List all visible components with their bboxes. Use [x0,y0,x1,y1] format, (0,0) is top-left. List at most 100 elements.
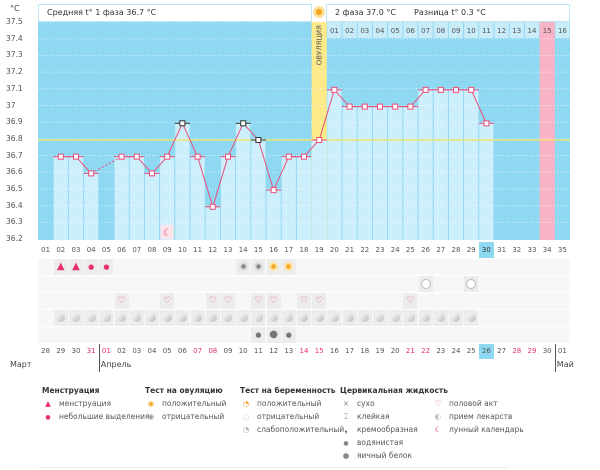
ovulation-negative-icon[interactable] [236,259,251,275]
temperature-point[interactable] [225,153,231,160]
pill-icon[interactable] [342,310,357,326]
heart-icon[interactable]: ♡ [160,293,175,309]
temperature-point[interactable] [164,153,171,160]
heart-icon[interactable]: ♡ [205,293,220,309]
ovulation-negative-icon: ◉ [147,412,155,421]
temperature-point[interactable] [240,120,247,127]
menstruation-heavy-icon[interactable]: ▲ [68,259,84,275]
cycle-day-label: 15 [253,246,263,254]
temperature-bar [144,173,160,240]
temperature-point[interactable] [194,153,201,160]
temperature-bar [236,123,251,240]
pill-icon[interactable] [448,310,464,326]
temperature-point[interactable] [377,103,383,110]
heart-icon[interactable]: ♡ [296,293,312,309]
phase2-summary: 2 фаза 37.0 °C Разница t° 0.3 °C [326,4,570,22]
pill-icon[interactable] [53,310,68,326]
pill-icon[interactable] [296,310,312,326]
calendar-date: 02 [117,347,127,355]
pill-icon[interactable] [312,310,327,326]
temperature-point[interactable] [453,86,459,93]
egg-white-icon[interactable]: ● [266,327,281,343]
heart-icon[interactable]: ♡ [114,293,129,309]
calendar-date: 21 [405,347,415,355]
pill-icon[interactable] [357,310,372,326]
heart-icon[interactable]: ♡ [220,293,236,309]
pill-icon[interactable] [190,310,205,326]
temperature-point[interactable] [331,86,338,93]
temperature-line-segment [212,156,229,207]
temperature-point[interactable] [301,153,307,160]
month-label: Май [556,360,574,369]
ovulation-negative-icon[interactable] [251,259,266,275]
menstruation-light-icon[interactable]: ● [84,259,99,275]
temperature-point[interactable] [270,187,277,194]
heart-icon[interactable]: ♡ [312,293,327,309]
pill-icon[interactable] [175,310,190,326]
temperature-point[interactable] [422,86,429,93]
temperature-point[interactable] [316,137,323,143]
pill-icon[interactable] [327,310,342,326]
watery-icon[interactable]: ● [251,327,266,343]
temperature-point[interactable] [483,120,490,127]
temperature-point[interactable] [285,153,292,160]
temperature-point[interactable] [437,86,444,93]
temperature-point[interactable] [209,203,216,210]
cycle-day-label: 13 [223,246,233,254]
pregnancy-negative-icon[interactable] [464,276,479,292]
temperature-point[interactable] [361,103,368,110]
pill-icon[interactable] [266,310,281,326]
calendar-date: 30 [71,347,81,355]
temperature-point[interactable] [468,86,475,93]
pill-icon[interactable] [144,310,160,326]
temperature-point[interactable] [73,153,79,160]
pill-icon[interactable] [388,310,403,326]
pregnancy-negative-icon[interactable] [418,276,433,292]
temperature-chart[interactable]: 01 02 03 04 05 06 07 08 09 10 11 12 13 14 15 16 ОВУЛЯЦИЯ… [38,22,570,240]
legend-item: × сухо [340,399,375,408]
moon-icon[interactable]: ☾ [163,228,172,239]
pill-icon[interactable] [205,310,220,326]
y-tick-label: 37.5 [6,17,23,26]
legend-divider [38,467,508,468]
temperature-line-segment [197,156,214,207]
temperature-point[interactable] [346,103,353,110]
watery-icon[interactable]: ● [281,327,296,343]
pill-icon[interactable] [251,310,266,326]
pill-icon[interactable] [84,310,99,326]
pill-icon[interactable] [372,310,388,326]
calendar-date: 10 [238,347,248,355]
ovulation-positive-icon[interactable] [281,259,296,275]
top-date-cell [540,22,555,38]
temperature-point[interactable] [407,103,414,110]
temperature-point[interactable] [179,120,186,127]
pill-icon[interactable] [403,310,418,326]
pill-icon[interactable] [418,310,433,326]
temperature-point[interactable] [133,153,140,160]
temperature-point[interactable] [149,170,155,177]
heart-icon[interactable]: ♡ [403,293,418,309]
pill-icon[interactable] [433,310,448,326]
menstruation-light-icon[interactable]: ● [99,259,114,275]
temperature-bar [53,156,68,240]
pill-icon[interactable] [281,310,296,326]
ovulation-positive-icon[interactable] [266,259,281,275]
temperature-point[interactable] [392,103,399,110]
temperature-point[interactable] [57,153,64,160]
pill-icon[interactable] [220,310,236,326]
pill-icon[interactable] [68,310,84,326]
pill-icon[interactable] [114,310,129,326]
legend-item-label: менструация [59,399,111,408]
temperature-point[interactable] [255,137,262,143]
temperature-point[interactable] [118,153,125,160]
pill-icon[interactable] [160,310,175,326]
calendar-date: 26 [478,344,494,359]
heart-icon[interactable]: ♡ [266,293,281,309]
heart-icon[interactable]: ♡ [251,293,266,309]
pill-icon[interactable] [464,310,479,326]
pill-icon[interactable] [236,310,251,326]
pill-icon[interactable] [129,310,144,326]
pill-icon[interactable] [99,310,114,326]
temperature-point[interactable] [88,170,95,177]
menstruation-heavy-icon[interactable]: ▲ [53,259,68,275]
